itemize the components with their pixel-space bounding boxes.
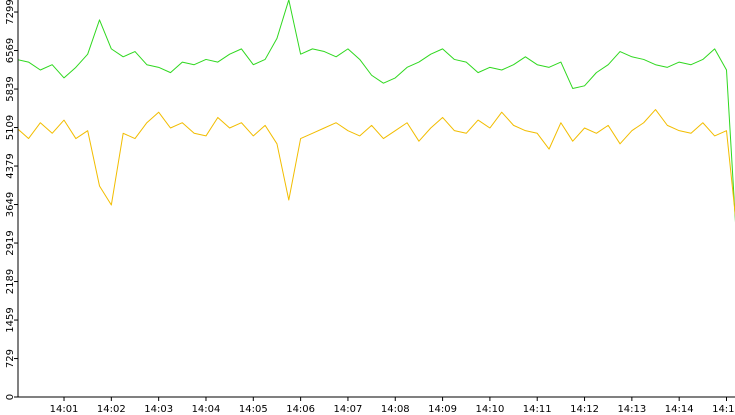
y-tick-label: 1459 (5, 307, 16, 332)
y-tick-label: 729 (5, 349, 16, 368)
x-tick-label: 14:15 (712, 404, 735, 415)
x-tick-label: 14:08 (381, 404, 410, 415)
y-tick-label: 5109 (5, 115, 16, 140)
x-tick-label: 14:05 (239, 404, 268, 415)
y-tick-label: 6569 (5, 38, 16, 63)
x-tick-label: 14:12 (570, 404, 599, 415)
x-tick-label: 14:04 (192, 404, 221, 415)
y-tick-label: 5839 (5, 76, 16, 101)
x-tick-label: 14:03 (144, 404, 173, 415)
x-tick-label: 14:07 (334, 404, 363, 415)
x-tick-label: 14:11 (523, 404, 552, 415)
x-tick-label: 14:09 (428, 404, 457, 415)
x-tick-label: 14:06 (286, 404, 315, 415)
y-tick-label: 2189 (5, 269, 16, 294)
series-line (18, 109, 735, 217)
x-tick-label: 14:02 (97, 404, 126, 415)
plot-area (18, 0, 735, 223)
y-tick-label: 7299 (5, 0, 16, 25)
x-tick-label: 14:13 (617, 404, 646, 415)
x-tick-label: 14:01 (50, 404, 79, 415)
x-tick-label: 14:10 (475, 404, 504, 415)
x-tick-label: 14:14 (665, 404, 694, 415)
series-line (18, 0, 735, 223)
y-tick-label: 0 (5, 394, 16, 400)
y-tick-label: 3649 (5, 192, 16, 217)
y-tick-label: 4379 (5, 153, 16, 178)
y-tick-label: 2919 (5, 230, 16, 255)
